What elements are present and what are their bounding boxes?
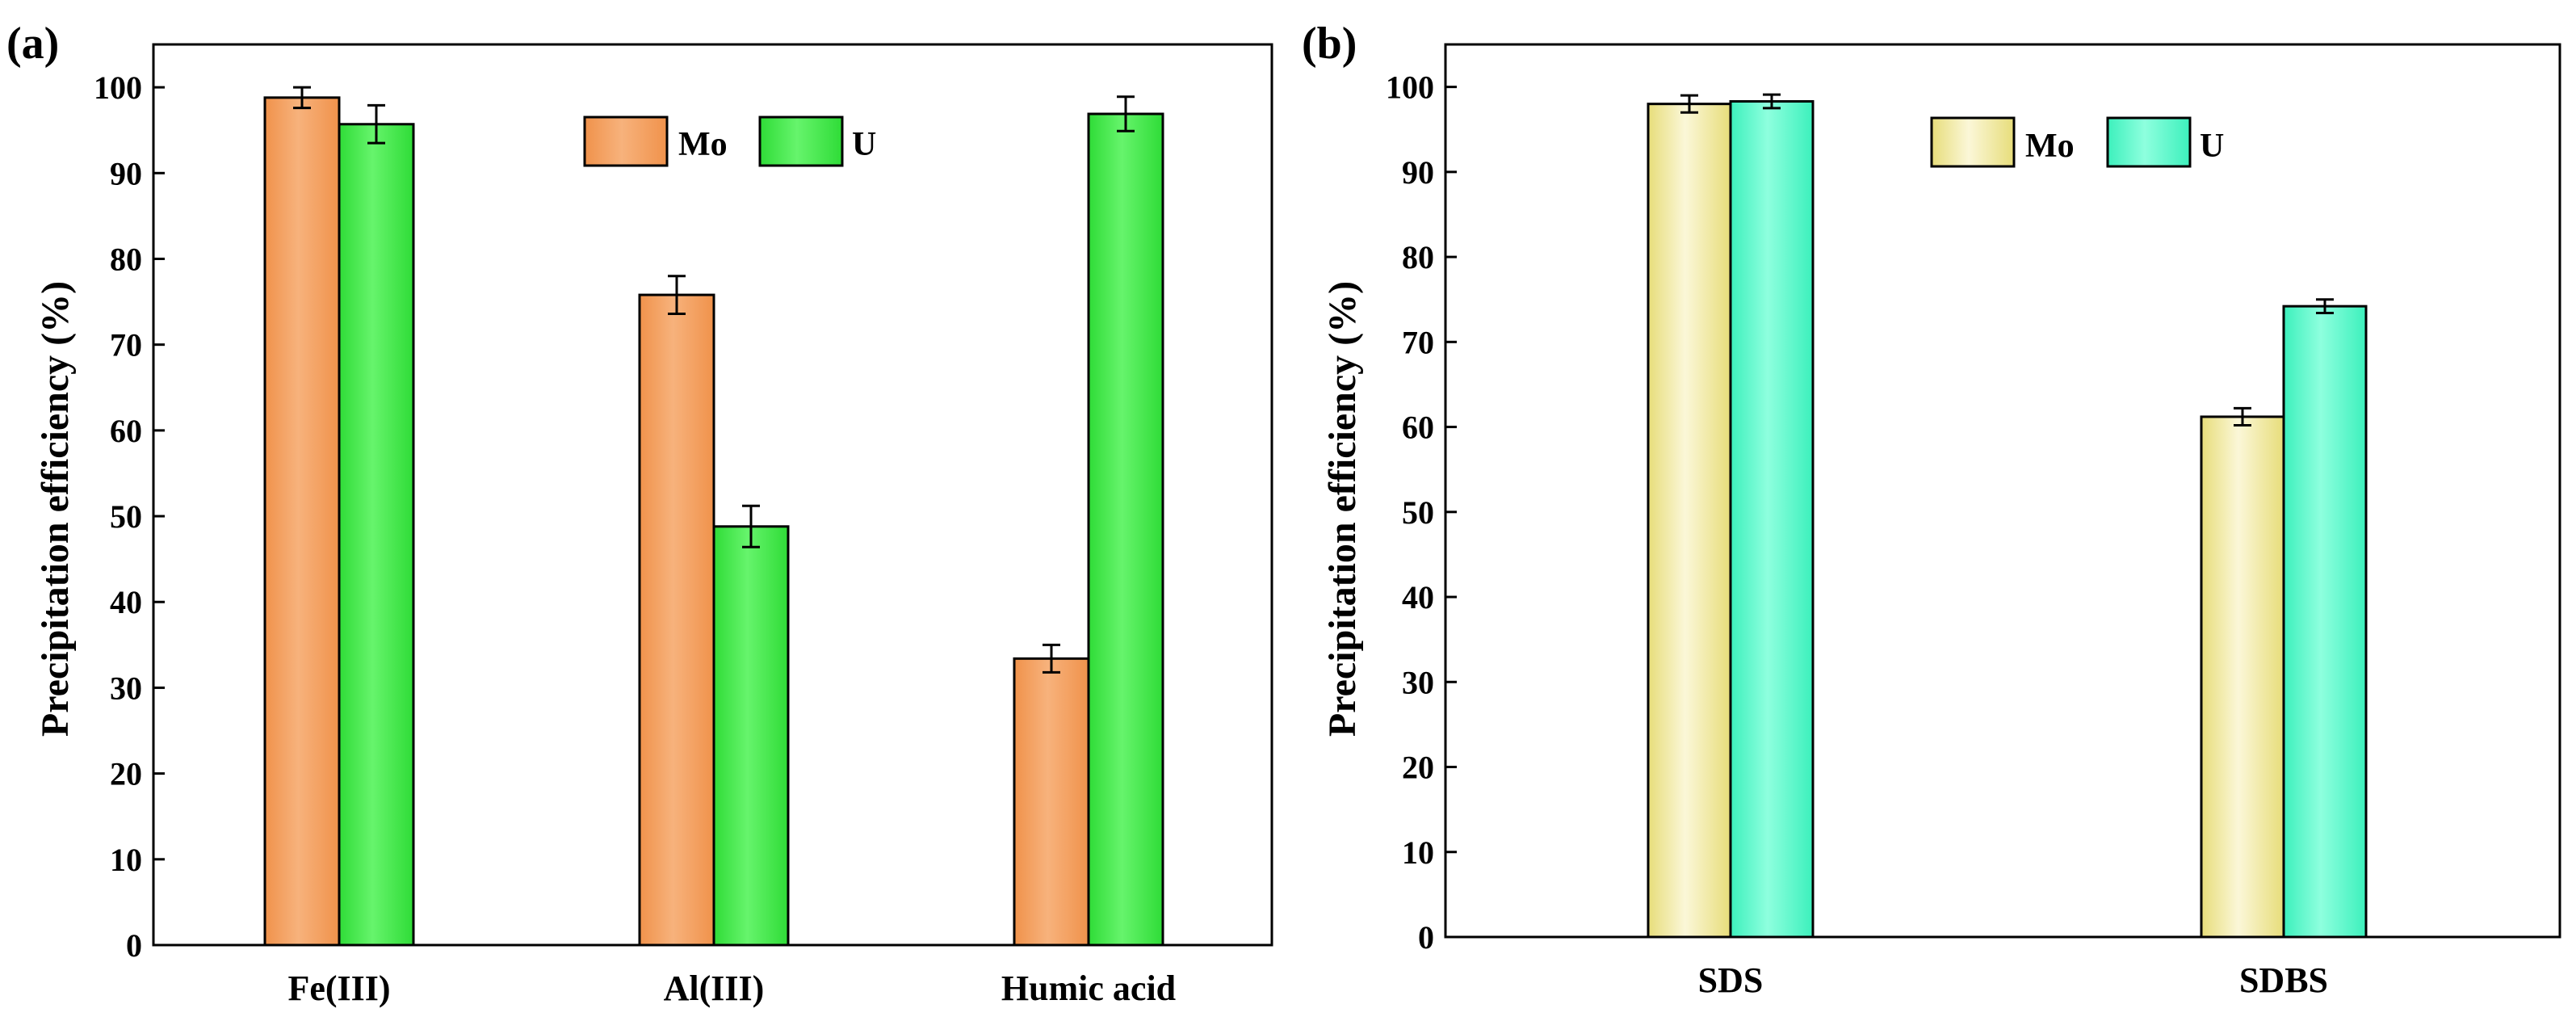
y-axis-label: Precipitation efficiency (%) (34, 281, 77, 737)
y-tick-label: 70 (1402, 324, 1434, 360)
bar-u-al-iii (712, 525, 790, 947)
y-tick-label: 0 (1418, 919, 1434, 956)
y-tick-label: 100 (1386, 69, 1434, 106)
x-category-label: Humic acid (1001, 968, 1176, 1008)
y-tick-label: 90 (1402, 154, 1434, 191)
bar-mo-al-iii (638, 293, 715, 947)
legend-label-mo: Mo (2025, 128, 2075, 165)
y-tick-label: 70 (110, 327, 142, 363)
bar-u-humic-acid (1087, 112, 1164, 947)
plot-area: 0 10 20 30 40 50 60 70 80 90 100 SDS SDBS (1386, 43, 2561, 1000)
legend-swatch-mo (583, 116, 669, 167)
x-category-label: SDS (1698, 960, 1764, 1000)
bar-mo-fe-iii (263, 96, 341, 947)
plot-area: 0 10 20 30 40 50 60 70 80 90 100 Fe(III) Al(III) Humi… (94, 43, 1273, 1008)
y-tick-label: 60 (1402, 410, 1434, 446)
bar-u-sdbs (2282, 305, 2368, 939)
y-tick-label: 100 (94, 69, 142, 106)
panel-label: (a) (6, 19, 59, 69)
legend-label-u: U (852, 126, 876, 163)
error-bar-u-sds (1763, 93, 1781, 110)
y-tick-label: 40 (1402, 579, 1434, 616)
y-tick-label: 50 (110, 498, 142, 535)
panel-label: (b) (1302, 19, 1357, 69)
error-bar-u-humic-acid (1117, 95, 1135, 132)
x-category-label: Fe(III) (287, 968, 390, 1008)
y-tick-label: 90 (110, 155, 142, 191)
bar-u-fe-iii (338, 123, 415, 947)
y-tick-label: 50 (1402, 494, 1434, 531)
error-bar-mo-sdbs (2234, 406, 2251, 426)
y-tick-label: 30 (1402, 664, 1434, 700)
bar-u-sds (1729, 100, 1815, 939)
error-bar-u-fe-iii (367, 103, 385, 145)
y-tick-label: 40 (110, 584, 142, 620)
y-tick-label: 20 (1402, 750, 1434, 786)
bar-mo-sds (1647, 103, 1732, 939)
legend-label-mo: Mo (678, 126, 728, 163)
legend-swatch-mo (1930, 116, 2016, 168)
y-tick-label: 0 (126, 927, 142, 964)
legend: Mo U (583, 116, 876, 167)
error-bar-mo-sds (1680, 94, 1698, 114)
error-bar-mo-al-iii (668, 275, 686, 315)
legend: Mo U (1930, 116, 2224, 168)
plot-frame (1444, 43, 2561, 939)
y-tick-label: 10 (1402, 834, 1434, 871)
legend-label-u: U (2200, 128, 2224, 165)
error-bar-mo-humic-acid (1043, 643, 1060, 674)
y-tick-label: 80 (110, 241, 142, 277)
y-axis-label: Precipitation efficiency (%) (1321, 281, 1364, 737)
y-tick-label: 30 (110, 670, 142, 706)
legend-swatch-u (758, 116, 844, 167)
x-category-label: Al(III) (664, 968, 765, 1008)
y-tick-label: 10 (110, 842, 142, 878)
legend-swatch-u (2106, 116, 2192, 168)
y-tick-label: 20 (110, 756, 142, 792)
error-bar-mo-fe-iii (293, 86, 311, 110)
x-category-label: SDBS (2239, 960, 2328, 1000)
error-bar-u-al-iii (742, 504, 760, 548)
bar-mo-humic-acid (1013, 657, 1090, 947)
error-bar-u-sdbs (2316, 298, 2334, 315)
panel-b: (b) Precipitation efficiency (%) 0 10 20 30… (1302, 19, 2561, 1000)
bar-mo-sdbs (2200, 415, 2285, 939)
y-tick-label: 80 (1402, 239, 1434, 275)
panel-a: (a) Precipitation efficiency (%) 0 10 20 30… (6, 19, 1273, 1008)
y-tick-label: 60 (110, 413, 142, 449)
